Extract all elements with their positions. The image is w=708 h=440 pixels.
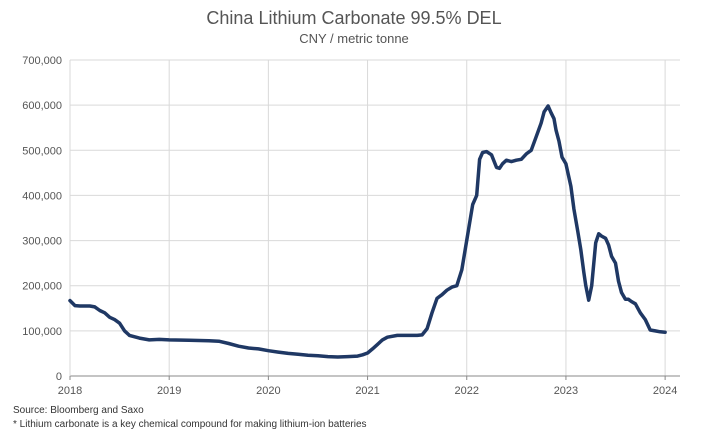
y-tick-label: 500,000 (22, 145, 62, 157)
axes (69, 60, 680, 380)
y-tick-label: 100,000 (22, 326, 62, 338)
tick-labels: 0 100,000 200,000 300,000 400,000 500,000 600,… (22, 55, 677, 397)
grid-lines (70, 59, 680, 376)
y-tick-label: 400,000 (22, 190, 62, 202)
y-tick-label: 700,000 (22, 55, 62, 67)
x-tick-label: 2019 (157, 385, 181, 397)
series-layer (68, 104, 667, 359)
footnote: * Lithium carbonate is a key chemical co… (13, 419, 367, 430)
x-tick-label: 2020 (256, 385, 280, 397)
y-tick-label: 600,000 (22, 100, 62, 112)
chart-subtitle: CNY / metric tonne (299, 31, 409, 46)
y-tick-label: 300,000 (22, 236, 62, 248)
x-tick-label: 2022 (455, 385, 479, 397)
x-tick-label: 2023 (554, 385, 578, 397)
x-tick-label: 2024 (653, 385, 677, 397)
chart-title: China Lithium Carbonate 99.5% DEL (206, 8, 502, 28)
y-tick-label: 200,000 (22, 281, 62, 293)
x-tick-label: 2021 (355, 385, 379, 397)
y-tick-label: 0 (56, 371, 62, 383)
series-line (68, 104, 667, 359)
x-tick-label: 2018 (58, 385, 82, 397)
source-note: Source: Bloomberg and Saxo (13, 405, 144, 416)
